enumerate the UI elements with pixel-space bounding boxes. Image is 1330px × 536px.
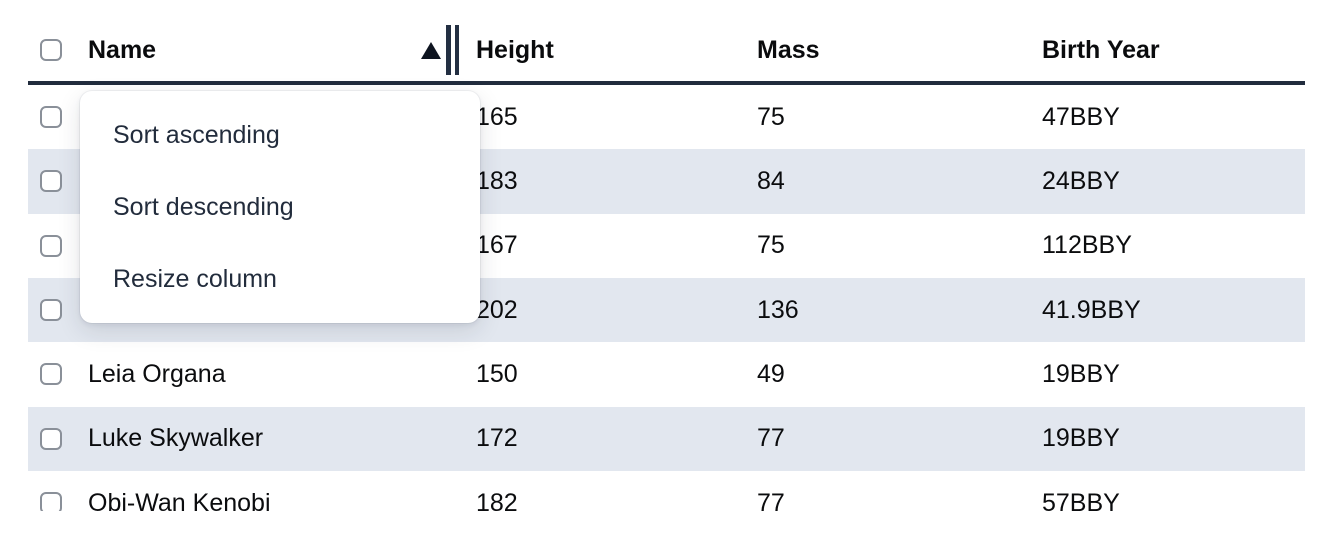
table-row: 167 75 112BBY — [28, 214, 1305, 278]
row-checkbox[interactable] — [40, 363, 62, 386]
row-checkbox[interactable] — [40, 427, 62, 450]
row-checkbox[interactable] — [40, 299, 62, 322]
column-context-menu: Sort ascending Sort descending Resize co… — [80, 91, 480, 323]
menu-item-resize-column[interactable]: Resize column — [113, 264, 277, 293]
cell-height: 165 — [476, 102, 518, 131]
row-checkbox[interactable] — [40, 106, 62, 129]
row-checkbox[interactable] — [40, 170, 62, 193]
menu-item-sort-ascending[interactable]: Sort ascending — [113, 120, 280, 149]
row-checkbox-cell — [28, 427, 88, 450]
table-row: 165 75 47BBY — [28, 85, 1305, 149]
row-checkbox[interactable] — [40, 492, 62, 511]
cell-mass: 136 — [757, 295, 799, 324]
select-all-cell — [28, 39, 88, 61]
column-header-birth-year[interactable]: Birth Year — [1042, 35, 1160, 64]
cell-mass: 77 — [757, 488, 785, 511]
cell-birth-year: 24BBY — [1042, 166, 1120, 195]
cell-mass: 75 — [757, 231, 785, 260]
menu-item-sort-descending[interactable]: Sort descending — [113, 192, 294, 221]
table-header-row: Name Height Mass Birth Year — [28, 0, 1305, 85]
table-row: Luke Skywalker 172 77 19BBY — [28, 406, 1305, 471]
cell-birth-year: 112BBY — [1042, 231, 1132, 260]
cell-birth-year: 41.9BBY — [1042, 295, 1141, 324]
table-row: Leia Organa 150 49 19BBY — [28, 342, 1305, 406]
cell-name: Leia Organa — [88, 359, 226, 388]
sort-ascending-icon — [421, 41, 441, 59]
cell-birth-year: 19BBY — [1042, 359, 1120, 388]
table-row: Obi-Wan Kenobi 182 77 57BBY — [28, 471, 1305, 511]
row-checkbox-cell — [28, 170, 88, 193]
row-checkbox-cell — [28, 363, 88, 386]
column-header-name[interactable]: Name — [88, 25, 476, 75]
column-header-height[interactable]: Height — [476, 35, 554, 64]
column-header-name-label: Name — [88, 35, 157, 64]
row-checkbox-cell — [28, 106, 88, 129]
cell-mass: 77 — [757, 424, 785, 453]
column-resize-handle[interactable] — [446, 25, 459, 75]
cell-mass: 49 — [757, 359, 785, 388]
cell-height: 182 — [476, 488, 518, 511]
cell-height: 202 — [476, 295, 518, 324]
cell-mass: 84 — [757, 166, 785, 195]
row-checkbox-cell — [28, 492, 88, 511]
cell-birth-year: 57BBY — [1042, 488, 1120, 511]
cell-name: Obi-Wan Kenobi — [88, 488, 271, 511]
cell-name: Luke Skywalker — [88, 424, 264, 453]
cell-height: 172 — [476, 424, 518, 453]
cell-birth-year: 19BBY — [1042, 424, 1120, 453]
cell-height: 150 — [476, 359, 518, 388]
select-all-checkbox[interactable] — [40, 39, 62, 61]
row-checkbox-cell — [28, 234, 88, 257]
cell-height: 167 — [476, 231, 518, 260]
cell-height: 183 — [476, 166, 518, 195]
cell-mass: 75 — [757, 102, 785, 131]
row-checkbox-cell — [28, 299, 88, 322]
row-checkbox[interactable] — [40, 234, 62, 257]
column-header-mass[interactable]: Mass — [757, 35, 820, 64]
cell-birth-year: 47BBY — [1042, 102, 1120, 131]
